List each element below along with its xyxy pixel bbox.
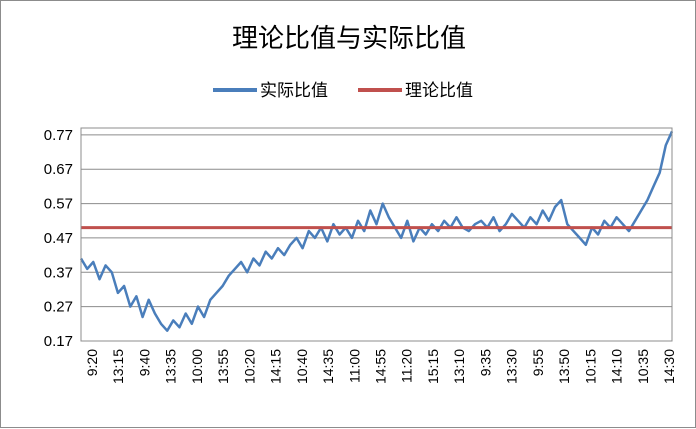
y-tick-label: 0.47 — [44, 230, 73, 247]
x-tick-label: 11:00 — [346, 349, 362, 383]
legend-label-actual: 实际比值 — [260, 81, 328, 101]
x-tick-label: 9:40 — [136, 349, 152, 376]
x-tick-label: 13:55 — [215, 349, 231, 384]
x-tick-label: 10:00 — [189, 349, 205, 384]
y-axis-ticks: 0.77 0.67 0.57 0.47 0.37 0.27 0.17 — [44, 127, 73, 350]
x-tick-label: 10:35 — [635, 349, 651, 384]
y-tick-label: 0.57 — [44, 196, 73, 213]
x-tick-label: 15:15 — [425, 349, 441, 384]
x-tick-label: 10:15 — [582, 349, 598, 384]
x-tick-label: 14:30 — [661, 349, 677, 384]
x-tick-label: 9:20 — [84, 349, 100, 376]
x-tick-label: 9:35 — [477, 349, 493, 376]
legend-label-theoretical: 理论比值 — [405, 81, 473, 101]
plot-area-border — [80, 127, 673, 342]
x-tick-label: 13:35 — [163, 349, 179, 384]
chart-title: 理论比值与实际比值 — [232, 24, 466, 54]
gridlines — [81, 134, 672, 342]
x-tick-label: 14:35 — [320, 349, 336, 384]
x-tick-label: 13:15 — [110, 349, 126, 384]
x-tick-label: 10:40 — [294, 349, 310, 384]
x-tick-label: 9:55 — [530, 349, 546, 376]
x-tick-label: 14:55 — [373, 349, 389, 384]
x-tick-label: 14:15 — [268, 349, 284, 384]
legend: 实际比值 理论比值 — [213, 81, 473, 101]
series-line-actual — [79, 130, 674, 332]
x-tick-label: 14:10 — [609, 349, 625, 384]
x-tick-label: 13:50 — [556, 349, 572, 384]
y-tick-label: 0.27 — [44, 299, 73, 316]
x-tick-label: 13:30 — [504, 349, 520, 384]
y-tick-label: 0.37 — [44, 264, 73, 281]
x-axis-ticks: 9:20 13:15 9:40 13:35 10:00 13:55 10:20 14:15 10… — [84, 349, 677, 384]
x-tick-label: 10:20 — [241, 349, 257, 384]
y-tick-label: 0.17 — [44, 333, 73, 350]
y-tick-label: 0.77 — [44, 127, 73, 144]
y-tick-label: 0.67 — [44, 161, 73, 178]
series-layer — [79, 130, 674, 332]
x-tick-label: 11:20 — [399, 349, 415, 383]
x-tick-label: 13:10 — [451, 349, 467, 384]
